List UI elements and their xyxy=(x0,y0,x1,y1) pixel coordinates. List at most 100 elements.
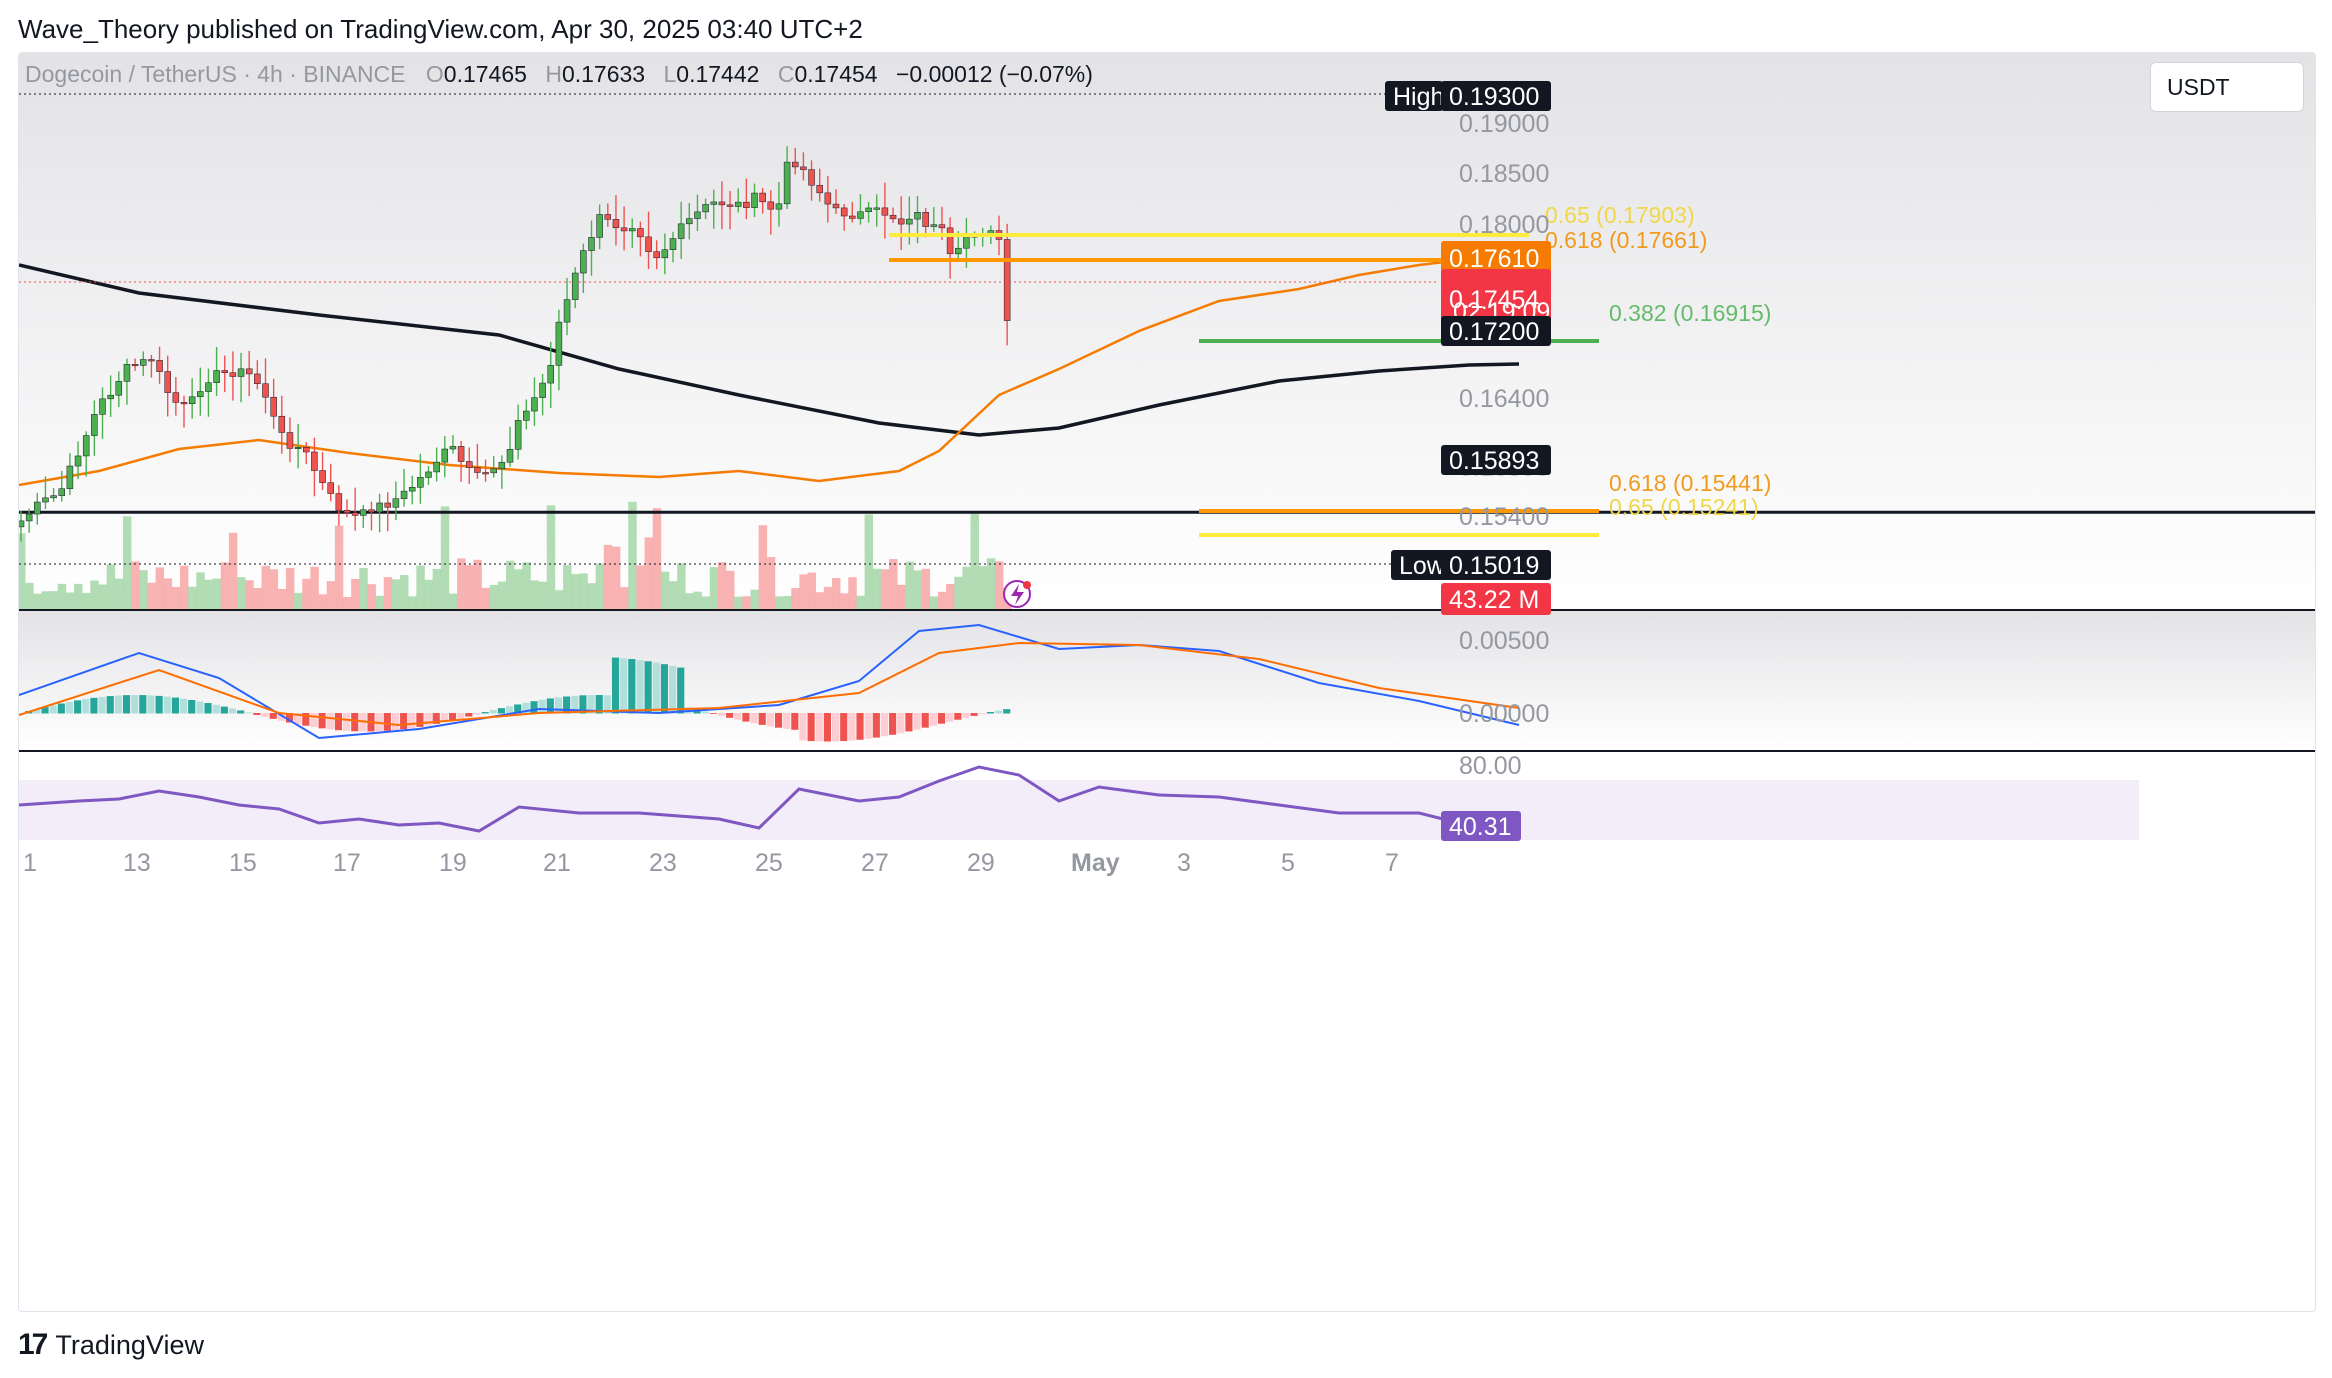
macd-histogram-bar xyxy=(465,713,473,717)
macd-histogram-bar xyxy=(245,712,253,714)
volume-bar xyxy=(310,566,319,609)
time-tick: May xyxy=(1071,849,1120,877)
volume-bar xyxy=(954,576,963,609)
volume-bar xyxy=(693,591,702,609)
price-chart[interactable]: 0.65 (0.17903)0.618 (0.17661) 0.382 (0.16… xyxy=(19,53,2315,1311)
candle-body xyxy=(311,451,318,471)
candle-body xyxy=(474,467,481,473)
candle-body xyxy=(25,513,33,522)
volume-bar xyxy=(122,516,132,609)
volume-bar xyxy=(921,568,931,609)
macd-histogram-bar xyxy=(506,706,514,714)
volume-bar xyxy=(595,563,605,609)
macd-histogram-bar xyxy=(163,696,171,714)
close-label: C xyxy=(778,61,795,87)
candle-body xyxy=(254,373,261,384)
price-tick: 0.18500 xyxy=(1459,160,1549,188)
open-label: O xyxy=(426,61,444,87)
candle-body xyxy=(74,455,82,467)
candle-body xyxy=(107,394,114,400)
macd-histogram-bar xyxy=(74,700,82,714)
candle-body xyxy=(441,448,449,463)
candle-body xyxy=(303,447,310,453)
chart-frame[interactable]: 0.65 (0.17903) 0.618 (0.17661) 0.382 (0.16… xyxy=(18,52,2316,1312)
volume-bar xyxy=(375,595,385,609)
lightning-icon-glyph xyxy=(1011,584,1024,605)
high-label: H xyxy=(545,61,562,87)
candle-body xyxy=(792,161,799,168)
macd-histogram-bar xyxy=(538,699,546,714)
macd-histogram-bar xyxy=(962,713,970,718)
candle-body xyxy=(531,397,538,412)
macd-histogram-bar xyxy=(326,713,334,730)
macd-histogram-bar xyxy=(937,713,946,724)
macd-histogram-bar xyxy=(285,713,294,723)
price-axis: 0.19000 0.18500 0.18000 0.16400 0.15400 0.158… xyxy=(23,81,1551,877)
candle-body xyxy=(131,364,139,367)
macd-histogram-bar xyxy=(970,713,978,716)
macd-histogram-bar xyxy=(571,695,579,714)
candle-body xyxy=(376,502,383,513)
candle-body xyxy=(645,236,652,252)
volume-bar xyxy=(848,577,857,609)
symbol-name[interactable]: Dogecoin / TetherUS · 4h · BINANCE xyxy=(25,61,406,87)
macd-histogram-bar xyxy=(98,696,106,714)
candle-body xyxy=(694,211,701,219)
candle-body xyxy=(172,392,180,403)
volume-bar xyxy=(432,568,442,609)
volume-bar xyxy=(506,560,515,609)
candle-body xyxy=(743,201,750,208)
tradingview-logo[interactable]: 17 TradingView xyxy=(18,1326,204,1364)
time-tick: 3 xyxy=(1177,849,1191,877)
volume-bar xyxy=(473,559,482,609)
macd-histogram-bar xyxy=(807,713,815,742)
macd-histogram-bar xyxy=(171,697,179,714)
volume-bar xyxy=(228,532,238,609)
candle-body xyxy=(433,461,440,473)
candle-body xyxy=(343,509,351,514)
high-value-bg xyxy=(1441,81,1551,111)
candle-body xyxy=(351,512,359,516)
volume-bar xyxy=(171,586,181,609)
candle-body xyxy=(425,471,432,478)
candle-body xyxy=(596,214,603,238)
macd-histogram-bar xyxy=(269,713,277,719)
macd-histogram-bar xyxy=(49,705,57,714)
volume-bar xyxy=(864,514,874,609)
ma-value: 0.17200 xyxy=(1449,318,1539,346)
macd-histogram-bar xyxy=(840,713,848,742)
ema-value: 0.17610 xyxy=(1449,245,1539,273)
candle-body xyxy=(767,201,775,210)
macd-histogram-bar xyxy=(277,713,285,721)
macd-histogram-bar xyxy=(717,713,726,716)
macd-histogram-bar xyxy=(921,713,929,728)
volume-bar xyxy=(962,566,971,609)
candle-body xyxy=(449,446,457,450)
volume-bar xyxy=(261,565,270,609)
candle-body xyxy=(547,365,554,384)
candle-body xyxy=(922,212,929,227)
volume-bar xyxy=(285,567,295,609)
candle-body xyxy=(58,488,65,496)
candle-body xyxy=(946,227,954,255)
volume-bar xyxy=(343,596,352,609)
publisher-line: Wave_Theory published on TradingView.com… xyxy=(18,14,863,44)
macd-layer: 0.00500 0.00000 xyxy=(19,623,1549,742)
volume-bar xyxy=(652,508,662,609)
volume-bar xyxy=(391,579,401,609)
candle-body xyxy=(963,236,970,249)
candles-layer[interactable] xyxy=(19,146,1011,542)
volume-bar xyxy=(49,591,59,609)
volume-bar xyxy=(416,565,425,609)
currency-button[interactable]: USDT xyxy=(2150,62,2304,112)
volume-bar xyxy=(774,596,784,609)
volume-bar xyxy=(139,570,148,609)
macd-histogram-bar xyxy=(677,667,685,714)
low-label-bg xyxy=(1391,550,1449,580)
high-value: 0.17633 xyxy=(562,61,645,87)
macd-histogram-bar xyxy=(554,697,563,714)
volume-bar xyxy=(660,571,670,609)
volume-bar xyxy=(212,578,222,609)
macd-histogram-bar xyxy=(432,713,440,724)
volume-bar xyxy=(889,559,898,609)
